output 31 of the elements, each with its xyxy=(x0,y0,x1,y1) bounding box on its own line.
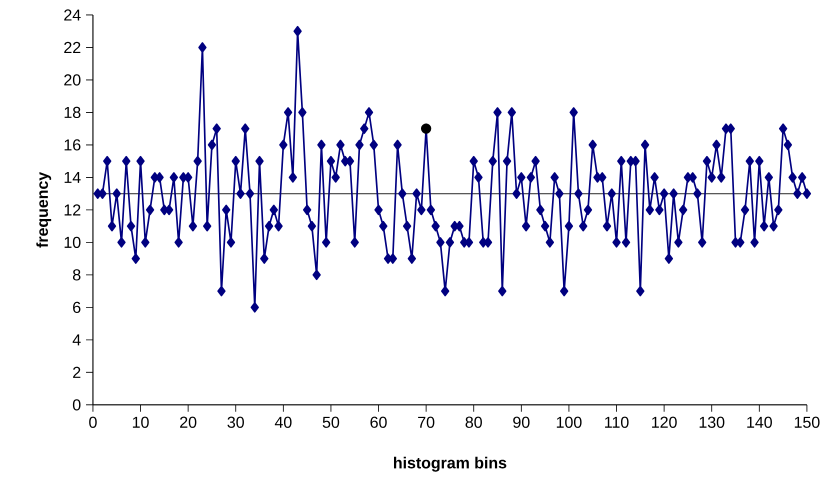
y-tick-label: 8 xyxy=(72,269,80,281)
x-tick-label: 150 xyxy=(794,416,820,428)
y-tick-label: 10 xyxy=(64,236,81,248)
x-tick-label: 140 xyxy=(747,416,772,428)
x-tick-label: 20 xyxy=(180,416,196,428)
y-axis-title: frequency xyxy=(36,172,52,248)
x-tick-label: 60 xyxy=(370,416,387,428)
y-tick-label: 4 xyxy=(72,334,81,346)
y-tick-label: 22 xyxy=(64,42,80,54)
y-tick-label: 12 xyxy=(64,204,80,216)
x-tick-label: 40 xyxy=(274,416,292,428)
x-tick-label: 50 xyxy=(322,416,340,428)
x-tick-label: 110 xyxy=(605,416,629,428)
x-tick-label: 120 xyxy=(652,416,677,428)
x-tick-label: 30 xyxy=(227,416,244,428)
x-axis-title: histogram bins xyxy=(394,456,506,472)
y-tick-label: 0 xyxy=(72,399,81,411)
x-tick-label: 130 xyxy=(700,416,724,428)
x-tick-label: 100 xyxy=(556,416,582,428)
y-tick-label: 18 xyxy=(64,106,80,118)
x-tick-label: 90 xyxy=(513,416,530,428)
y-tick-label: 14 xyxy=(64,172,81,183)
x-tick-label: 80 xyxy=(466,416,482,428)
x-tick-label: 0 xyxy=(89,416,97,428)
y-tick-label: 6 xyxy=(73,302,80,314)
y-tick-label: 24 xyxy=(64,10,81,21)
y-tick-label: 16 xyxy=(64,139,80,151)
x-tick-label: 70 xyxy=(418,416,434,428)
x-tick-label: 10 xyxy=(132,416,149,428)
y-tick-label: 2 xyxy=(73,366,80,378)
y-tick-label: 20 xyxy=(64,74,81,86)
